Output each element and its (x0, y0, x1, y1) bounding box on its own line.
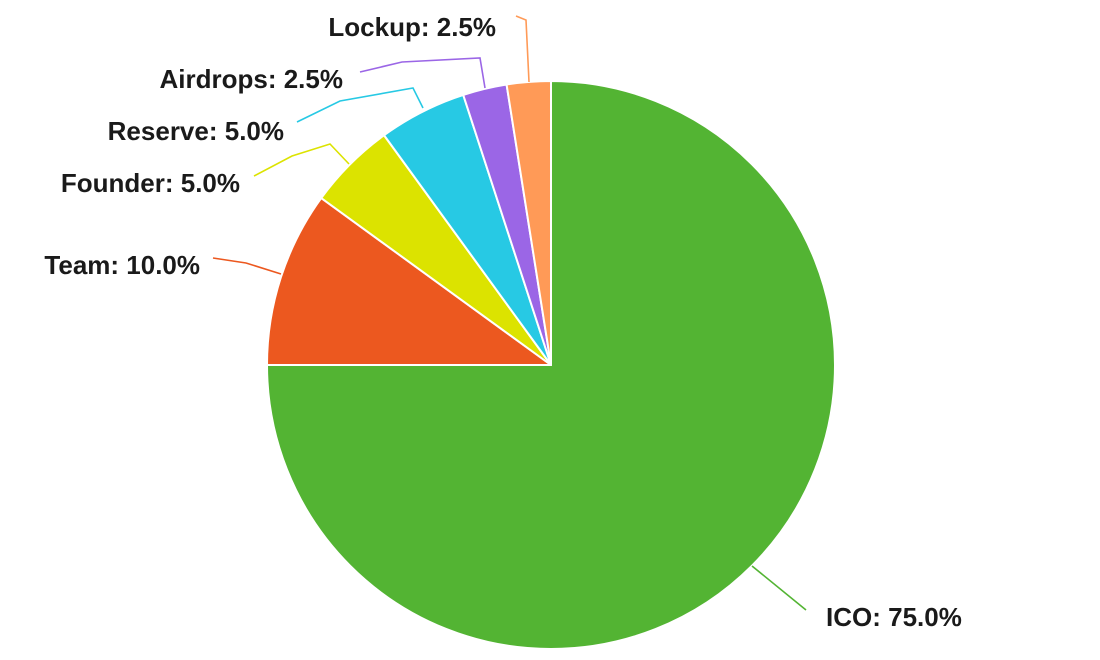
pie-slices (266, 80, 836, 650)
slice-labels: ICO: 75.0% Team: 10.0% Founder: 5.0% Reserv… (44, 12, 961, 632)
leader-line-founder (253, 143, 350, 177)
leader-lines (212, 15, 807, 611)
leader-line-ico (751, 565, 807, 611)
leader-line-lockup (515, 15, 530, 83)
leader-line-airdrops (359, 57, 486, 89)
pie-slice-team (266, 197, 552, 366)
slice-label-ico: ICO: 75.0% (826, 602, 962, 632)
leader-line-team (212, 257, 282, 275)
slice-label-team: Team: 10.0% (44, 250, 200, 280)
slice-label-lockup: Lockup: 2.5% (328, 12, 496, 42)
slice-label-founder: Founder: 5.0% (61, 168, 240, 198)
leader-line-reserve (296, 87, 424, 123)
slice-label-airdrops: Airdrops: 2.5% (160, 64, 344, 94)
slice-label-reserve: Reserve: 5.0% (108, 116, 284, 146)
